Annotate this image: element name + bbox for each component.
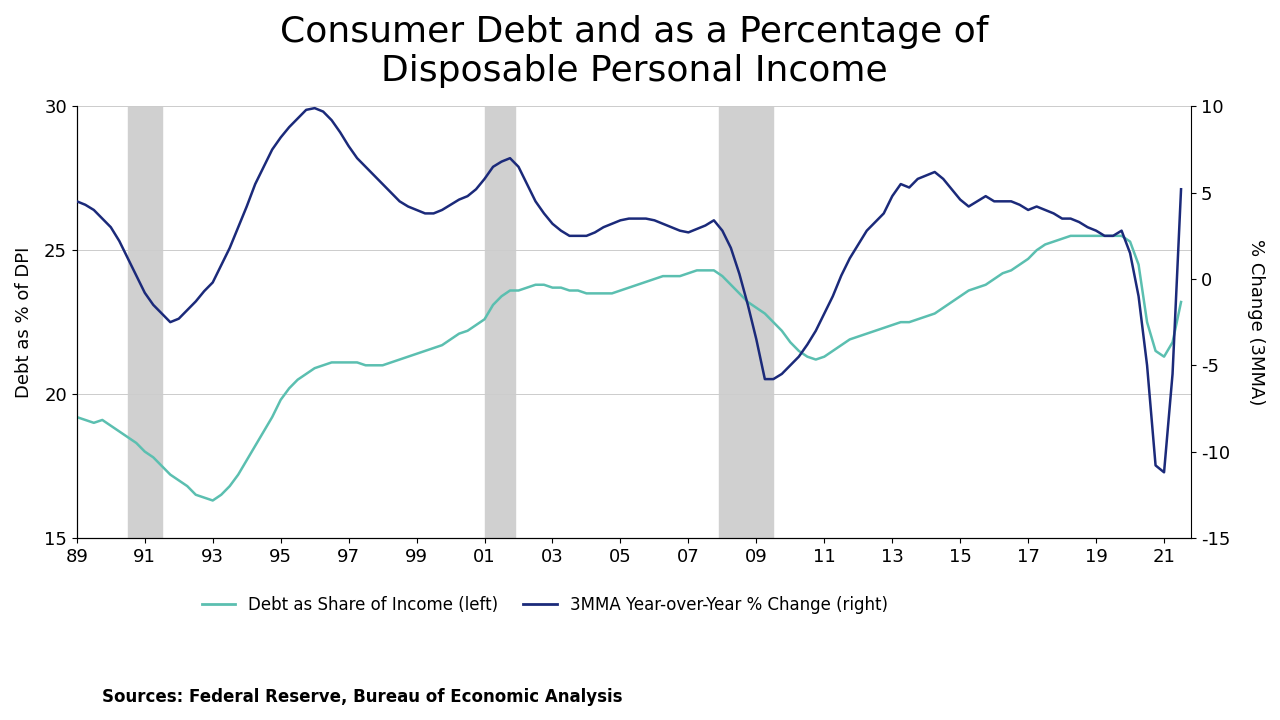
Bar [485, 107, 515, 538]
Title: Consumer Debt and as a Percentage of
Disposable Personal Income: Consumer Debt and as a Percentage of Dis… [280, 15, 988, 89]
Bar [719, 107, 773, 538]
Y-axis label: % Change (3MMA): % Change (3MMA) [1247, 239, 1265, 405]
Y-axis label: Debt as % of DPI: Debt as % of DPI [15, 246, 33, 398]
Bar [128, 107, 161, 538]
Text: Sources: Federal Reserve, Bureau of Economic Analysis: Sources: Federal Reserve, Bureau of Econ… [102, 688, 623, 706]
Legend: Debt as Share of Income (left), 3MMA Year-over-Year % Change (right): Debt as Share of Income (left), 3MMA Yea… [195, 590, 895, 621]
